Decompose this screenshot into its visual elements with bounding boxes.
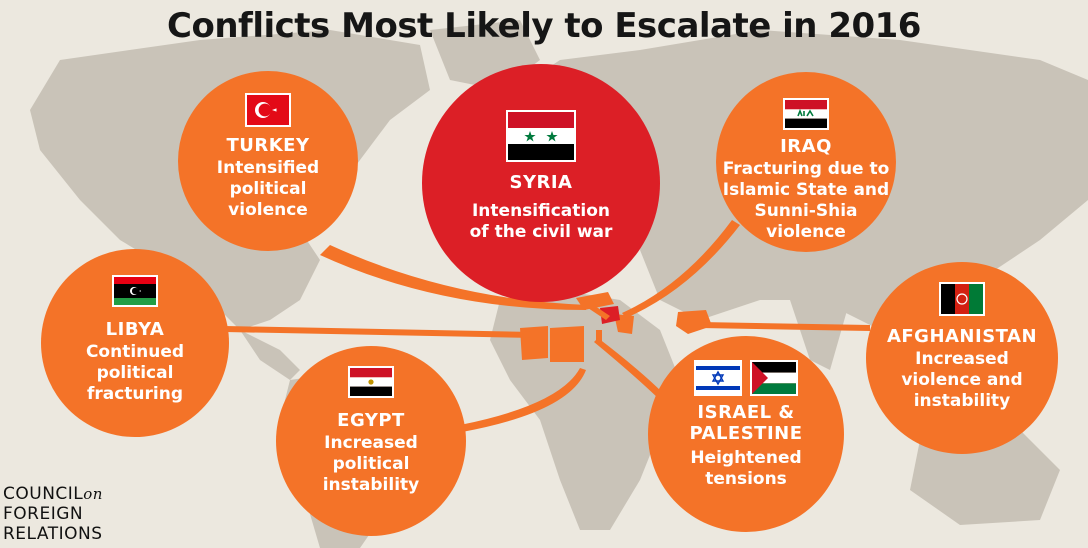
turkey-description: Intensified political violence xyxy=(178,158,358,221)
egypt-region xyxy=(550,326,584,362)
syria-circle: SYRIA Intensification of the civil war xyxy=(422,64,660,302)
turkey-desc-line: Intensified xyxy=(216,158,320,178)
libya-desc-line: fracturing xyxy=(86,384,184,404)
israel-palestine-description: Heightened tensions xyxy=(648,448,844,490)
iraq-desc-line: Fracturing due to xyxy=(722,159,890,179)
india-landmass xyxy=(790,300,850,370)
iraq-description: Fracturing due to Islamic State and Sunn… xyxy=(716,159,896,243)
afghanistan-flag-icon xyxy=(939,282,985,316)
israel-palestine-flags xyxy=(648,360,844,396)
israel-palestine-name-line: ISRAEL & xyxy=(697,402,795,423)
turkey-connector xyxy=(320,245,588,310)
cfr-logo-council: COUNCIL xyxy=(3,484,84,504)
egypt-description: Increased political instability xyxy=(276,433,466,496)
turkey-circle: TURKEY Intensified political violence xyxy=(178,71,358,251)
afghanistan-desc-line: violence and xyxy=(901,370,1023,390)
syria-desc-line: of the civil war xyxy=(469,222,613,242)
infographic-title: Conflicts Most Likely to Escalate in 201… xyxy=(167,6,921,46)
iraq-desc-line: Islamic State and xyxy=(722,180,890,200)
turkey-desc-line: political xyxy=(229,179,307,199)
syria-name: SYRIA xyxy=(509,172,573,193)
cfr-logo-line3: RELATIONS xyxy=(3,524,103,544)
turkey-flag-icon xyxy=(245,93,291,127)
cfr-logo-line2: FOREIGN xyxy=(3,504,84,524)
cfr-logo-line1: COUNCILon xyxy=(3,484,103,504)
afghanistan-name: AFGHANISTAN xyxy=(886,326,1038,347)
egypt-desc-line: instability xyxy=(322,475,420,495)
connectors xyxy=(225,220,870,432)
libya-region xyxy=(520,326,548,360)
egypt-desc-line: Increased xyxy=(324,433,418,453)
egypt-name: EGYPT xyxy=(337,410,405,431)
syria-desc-line: Intensification xyxy=(471,201,611,221)
iraq-desc-line: Sunni-Shia xyxy=(754,201,858,221)
afghanistan-region xyxy=(676,310,712,334)
egypt-flag-icon xyxy=(348,366,394,398)
iraq-circle: IRAQ Fracturing due to Islamic State and… xyxy=(716,72,896,252)
libya-desc-line: political xyxy=(96,363,174,383)
iraq-name: IRAQ xyxy=(780,136,832,157)
afghanistan-circle: AFGHANISTAN Increased violence and insta… xyxy=(866,262,1058,454)
turkey-name: TURKEY xyxy=(226,135,310,156)
central-america-landmass xyxy=(240,330,300,380)
israel-flag-icon xyxy=(694,360,742,396)
egypt-circle: EGYPT Increased political instability xyxy=(276,346,466,536)
iraq-flag-icon xyxy=(783,98,829,130)
libya-name: LIBYA xyxy=(105,319,165,340)
afghanistan-desc-line: Increased xyxy=(915,349,1009,369)
libya-circle: LIBYA Continued political fracturing xyxy=(41,249,229,437)
syria-region xyxy=(600,306,620,324)
libya-description: Continued political fracturing xyxy=(41,342,229,405)
turkey-desc-line: violence xyxy=(228,200,308,220)
palestine-flag-icon xyxy=(750,360,798,396)
libya-flag-icon xyxy=(112,275,158,307)
israel-palestine-desc-line: tensions xyxy=(705,469,787,489)
syria-connector xyxy=(582,300,610,320)
afghanistan-connector xyxy=(700,322,870,331)
afghanistan-desc-line: instability xyxy=(913,391,1011,411)
syria-description: Intensification of the civil war xyxy=(422,201,660,243)
iraq-desc-line: violence xyxy=(766,222,846,242)
israel-palestine-name: ISRAEL & PALESTINE xyxy=(648,402,844,444)
israel-palestine-connector xyxy=(594,338,665,400)
cfr-logo-on: on xyxy=(83,485,103,503)
australia-landmass xyxy=(910,430,1060,525)
israel-palestine-desc-line: Heightened xyxy=(690,448,802,468)
israel-palestine-circle: ISRAEL & PALESTINE Heightened tensions xyxy=(648,336,844,532)
egypt-desc-line: political xyxy=(332,454,410,474)
afghanistan-description: Increased violence and instability xyxy=(866,349,1058,412)
cfr-logo: COUNCILon FOREIGN RELATIONS xyxy=(3,484,103,544)
egypt-connector xyxy=(460,368,586,432)
israel-palestine-name-line: PALESTINE xyxy=(689,423,803,444)
libya-desc-line: Continued xyxy=(85,342,185,362)
iraq-connector xyxy=(622,220,740,318)
syria-flag-icon xyxy=(506,110,576,162)
libya-connector xyxy=(225,326,535,338)
